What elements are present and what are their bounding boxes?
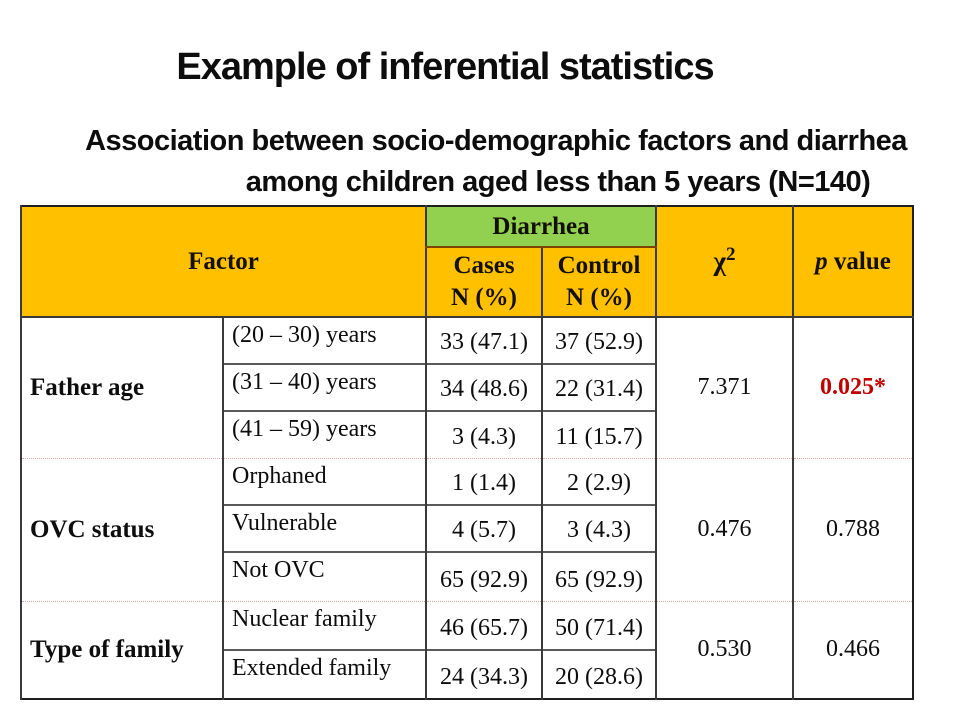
- header-cases-line1: Cases: [453, 252, 515, 279]
- header-control-line2: N (%): [566, 284, 632, 311]
- cases-cell: 24 (34.3): [425, 649, 543, 699]
- statistics-table: Factor Diarrhea χ2 p value Cases N (%) C…: [19, 205, 915, 700]
- table-row: OVC status Orphaned 1 (1.4) 2 (2.9) 0.47…: [20, 457, 914, 601]
- category-cell: Orphaned: [221, 457, 427, 505]
- header-cases-line2: N (%): [451, 284, 517, 311]
- p-value-text: value: [827, 247, 891, 275]
- slide-title: Example of inferential statistics: [176, 46, 714, 88]
- p-value: 0.788: [792, 457, 914, 601]
- chi-superscript: 2: [726, 244, 736, 265]
- factor-label-ovc-status: OVC status: [20, 457, 223, 601]
- control-cell: 65 (92.9): [541, 551, 657, 601]
- factor-label-father-age: Father age: [20, 316, 223, 458]
- chi-square-value: 7.371: [655, 316, 794, 458]
- table-caption-line-1: Association between socio-demographic fa…: [85, 125, 907, 157]
- table-header: Factor Diarrhea χ2 p value Cases N (%) C…: [19, 206, 914, 317]
- factor-label-type-of-family: Type of family: [20, 600, 223, 699]
- cases-cell: 46 (65.7): [425, 600, 543, 650]
- header-factor: Factor: [19, 206, 427, 317]
- category-cell: (41 – 59) years: [221, 410, 427, 458]
- category-cell: (31 – 40) years: [221, 363, 427, 411]
- chi-symbol: χ: [713, 246, 727, 276]
- chi-square-value: 0.530: [655, 600, 794, 699]
- table-row: Vulnerable 4 (5.7) 3 (4.3): [21, 504, 913, 552]
- category-cell: (20 – 30) years: [221, 316, 427, 364]
- table-row: Father age (20 – 30) years 33 (47.1) 37 …: [20, 316, 914, 458]
- header-diarrhea: Diarrhea: [425, 206, 657, 248]
- category-cell: Vulnerable: [221, 504, 427, 552]
- header-control-line1: Control: [557, 252, 641, 279]
- category-cell: Nuclear family: [221, 600, 427, 650]
- cases-cell: 3 (4.3): [425, 410, 543, 458]
- table-caption: Association between socio-demographic fa…: [0, 121, 960, 203]
- header-p-value: p value: [792, 206, 914, 317]
- p-value: 0.466: [792, 600, 914, 699]
- category-cell: Extended family: [221, 649, 427, 699]
- control-cell: 11 (15.7): [541, 410, 657, 458]
- control-cell: 2 (2.9): [541, 457, 657, 505]
- header-chi-square: χ2: [655, 206, 794, 317]
- table-caption-line-2: among children aged less than 5 years (N…: [245, 166, 871, 198]
- control-cell: 50 (71.4): [541, 600, 657, 650]
- control-cell: 20 (28.6): [541, 649, 657, 699]
- control-cell: 3 (4.3): [541, 504, 657, 552]
- p-value-significant: 0.025*: [792, 316, 914, 458]
- table-row: (31 – 40) years 34 (48.6) 22 (31.4): [21, 363, 913, 411]
- table-row: Type of family Nuclear family 46 (65.7) …: [20, 600, 914, 699]
- header-control: Control N (%): [541, 247, 657, 317]
- header-cases: Cases N (%): [425, 247, 543, 317]
- cases-cell: 65 (92.9): [425, 551, 543, 601]
- control-cell: 37 (52.9): [541, 316, 657, 364]
- cases-cell: 4 (5.7): [425, 504, 543, 552]
- chi-square-value: 0.476: [655, 457, 794, 601]
- table-row: (41 – 59) years 3 (4.3) 11 (15.7): [21, 410, 913, 458]
- category-cell: Not OVC: [221, 551, 427, 601]
- cases-cell: 33 (47.1): [425, 316, 543, 364]
- cases-cell: 34 (48.6): [425, 363, 543, 411]
- control-cell: 22 (31.4): [541, 363, 657, 411]
- p-symbol: p: [815, 247, 828, 275]
- table-row: Extended family 24 (34.3) 20 (28.6): [21, 649, 913, 699]
- table-body: Father age (20 – 30) years 33 (47.1) 37 …: [20, 316, 914, 699]
- table-row: Not OVC 65 (92.9) 65 (92.9): [21, 551, 913, 601]
- cases-cell: 1 (1.4): [425, 457, 543, 505]
